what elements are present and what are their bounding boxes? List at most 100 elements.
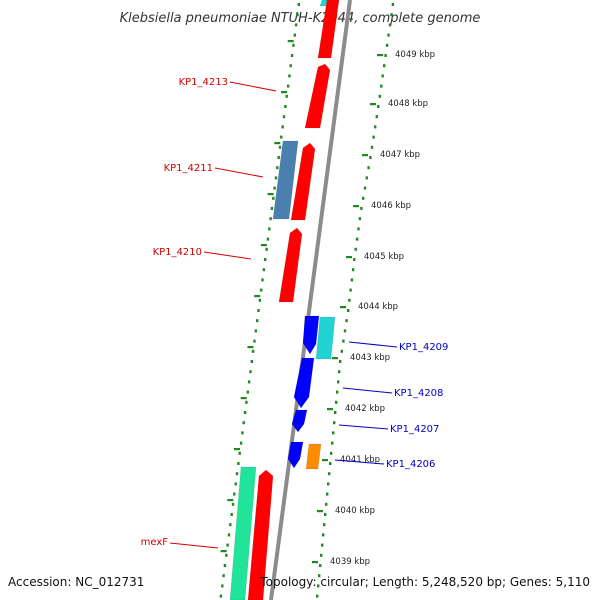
tick-dot bbox=[378, 94, 381, 98]
accession-label: Accession: NC_012731 bbox=[8, 575, 144, 589]
tick-dot bbox=[363, 186, 367, 190]
major-tick bbox=[254, 295, 261, 298]
tick-dot bbox=[276, 166, 279, 170]
gene-arrow bbox=[290, 142, 316, 221]
major-tick bbox=[312, 561, 318, 564]
tick-dot bbox=[387, 33, 390, 37]
gene-label-leader bbox=[214, 167, 264, 178]
tick-dot bbox=[369, 156, 372, 159]
tick-dot bbox=[384, 54, 387, 57]
tick-dot bbox=[219, 594, 223, 598]
tick-dot bbox=[342, 339, 345, 343]
gene-arrow bbox=[304, 63, 331, 129]
tick-dot bbox=[262, 268, 266, 272]
tick-dot bbox=[381, 74, 384, 78]
gene-label: KP1_4208 bbox=[394, 388, 443, 399]
tick-dot bbox=[377, 105, 380, 108]
kbp-tick-label: 4039 kbp bbox=[330, 557, 370, 567]
gene-arrow bbox=[229, 466, 257, 600]
tick-dot bbox=[383, 64, 386, 68]
tick-dot bbox=[269, 217, 272, 221]
gene-label: mexF bbox=[141, 537, 169, 548]
tick-dot bbox=[338, 370, 341, 374]
gene-label: KP1_4209 bbox=[399, 342, 448, 353]
tick-dot bbox=[289, 64, 292, 68]
tick-dot bbox=[243, 411, 247, 414]
tick-dot bbox=[339, 360, 342, 363]
gene-arrow bbox=[317, 0, 340, 59]
tick-dot bbox=[334, 411, 337, 414]
gene-arrow bbox=[272, 140, 299, 220]
inner-tick-ring bbox=[219, 3, 300, 598]
tick-dot bbox=[237, 462, 240, 465]
tick-dot bbox=[355, 237, 359, 241]
kbp-tick-label: 4043 kbp bbox=[350, 353, 390, 363]
tick-dot bbox=[375, 115, 378, 119]
gene-label-leader bbox=[338, 424, 389, 430]
tick-dot bbox=[332, 431, 335, 435]
kbp-tick-label: 4042 kbp bbox=[345, 404, 385, 414]
gene-label: KP1_4211 bbox=[164, 163, 213, 174]
gene-label-leader bbox=[348, 341, 398, 348]
gene-label-leader bbox=[342, 387, 393, 394]
tick-dot bbox=[223, 564, 227, 567]
tick-dot bbox=[285, 94, 288, 98]
major-tick bbox=[346, 256, 352, 259]
gene-labels: KP1_4213 KP1_4211 KP1_4210 KP1_4209 KP1_4208… bbox=[141, 77, 448, 549]
tick-dot bbox=[357, 227, 360, 231]
tick-dot bbox=[388, 23, 392, 27]
tick-dot bbox=[254, 329, 257, 333]
major-tick bbox=[220, 550, 227, 553]
tick-dot bbox=[297, 3, 300, 6]
tick-dot bbox=[290, 54, 294, 57]
tick-dot bbox=[323, 523, 326, 527]
gene-features bbox=[229, 0, 340, 600]
tick-dot bbox=[321, 543, 324, 547]
tick-dot bbox=[265, 247, 268, 251]
tick-dot bbox=[360, 207, 363, 210]
gene-label-leader bbox=[203, 251, 252, 260]
tick-dot bbox=[280, 135, 283, 139]
tick-dot bbox=[320, 553, 323, 557]
tick-dot bbox=[319, 564, 322, 567]
major-tick bbox=[377, 54, 383, 57]
tick-dot bbox=[242, 421, 245, 425]
kbp-tick-label: 4046 kbp bbox=[371, 201, 411, 211]
gene-label-leader bbox=[169, 542, 219, 549]
gene-arrow bbox=[287, 441, 304, 469]
tick-dot bbox=[227, 533, 231, 537]
tick-dot bbox=[286, 84, 290, 88]
tick-dot bbox=[261, 278, 264, 282]
map-title: Klebsiella pneumoniae NTUH-K2044, comple… bbox=[120, 11, 481, 26]
tick-dot bbox=[337, 380, 340, 384]
major-tick bbox=[234, 448, 240, 451]
tick-dot bbox=[247, 380, 251, 384]
tick-dot bbox=[347, 309, 350, 312]
gene-arrow bbox=[291, 409, 308, 433]
kbp-tick-labels: 4049 kbp 4048 kbp 4047 kbp 4046 kbp 4045 kbp… bbox=[330, 50, 435, 567]
gene-arrow bbox=[305, 443, 322, 470]
major-tick bbox=[370, 103, 376, 106]
tick-dot bbox=[241, 431, 244, 435]
major-tick bbox=[353, 205, 359, 208]
gene-label: KP1_4210 bbox=[153, 247, 202, 258]
major-tick bbox=[274, 142, 281, 145]
tick-dot bbox=[372, 135, 375, 139]
kbp-tick-label: 4041 kbp bbox=[340, 455, 380, 465]
tick-dot bbox=[225, 553, 228, 557]
tick-dot bbox=[365, 176, 368, 180]
tick-dot bbox=[233, 492, 236, 496]
kbp-tick-label: 4040 kbp bbox=[335, 506, 375, 516]
tick-dot bbox=[330, 451, 333, 455]
tick-dot bbox=[272, 196, 275, 200]
tick-dot bbox=[264, 258, 267, 261]
tick-dot bbox=[336, 390, 339, 394]
kbp-tick-label: 4044 kbp bbox=[358, 302, 398, 312]
tick-dot bbox=[222, 574, 225, 578]
major-tick bbox=[267, 193, 274, 196]
tick-dot bbox=[318, 574, 321, 578]
tick-dot bbox=[246, 390, 249, 394]
tick-dot bbox=[266, 237, 270, 241]
tick-dot bbox=[343, 329, 347, 333]
